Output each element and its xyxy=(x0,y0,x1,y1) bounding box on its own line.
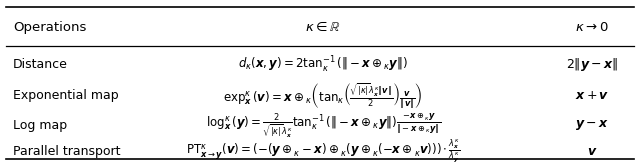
Text: Exponential map: Exponential map xyxy=(13,89,118,102)
Text: Log map: Log map xyxy=(13,119,67,132)
Text: $\boldsymbol{v}$: $\boldsymbol{v}$ xyxy=(587,145,597,158)
Text: $\exp_{\boldsymbol{x}}^\kappa(\boldsymbol{v}) = \boldsymbol{x} \oplus_\kappa \le: $\exp_{\boldsymbol{x}}^\kappa(\boldsymbo… xyxy=(223,81,423,111)
Text: $\boldsymbol{x} + \boldsymbol{v}$: $\boldsymbol{x} + \boldsymbol{v}$ xyxy=(575,89,609,102)
Text: $\kappa \to 0$: $\kappa \to 0$ xyxy=(575,20,609,34)
Text: $d_\kappa(\boldsymbol{x}, \boldsymbol{y}) = 2\tan_\kappa^{-1}(\| -\boldsymbol{x}: $d_\kappa(\boldsymbol{x}, \boldsymbol{y}… xyxy=(238,55,408,75)
Text: $\log_{\boldsymbol{x}}^\kappa(\boldsymbol{y}) = \frac{2}{\sqrt{|\kappa|}\lambda_: $\log_{\boldsymbol{x}}^\kappa(\boldsymbo… xyxy=(205,111,441,140)
Text: Operations: Operations xyxy=(13,20,86,34)
Text: Parallel transport: Parallel transport xyxy=(13,145,120,158)
Text: $\boldsymbol{y} - \boldsymbol{x}\,$: $\boldsymbol{y} - \boldsymbol{x}\,$ xyxy=(575,118,609,133)
Text: Distance: Distance xyxy=(13,58,68,71)
Text: $\mathrm{PT}_{\boldsymbol{x}\to\boldsymbol{y}}^\kappa(\boldsymbol{v}) = (-(\bold: $\mathrm{PT}_{\boldsymbol{x}\to\boldsymb… xyxy=(186,138,460,164)
Text: $2\|\boldsymbol{y} - \boldsymbol{x}\|$: $2\|\boldsymbol{y} - \boldsymbol{x}\|$ xyxy=(566,56,618,73)
Text: $\kappa \in \mathbb{R}$: $\kappa \in \mathbb{R}$ xyxy=(305,20,341,34)
